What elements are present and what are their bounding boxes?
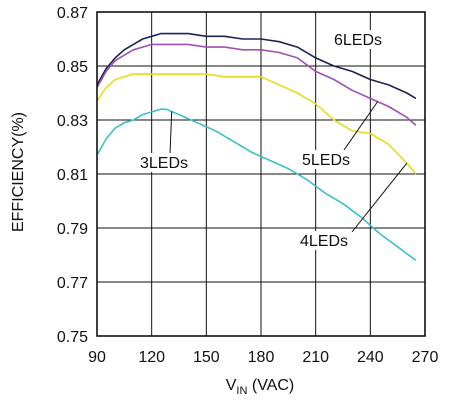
leader-4leds — [351, 162, 408, 233]
series-line-3leds — [96, 108, 417, 262]
series-label-bg-3leds — [138, 153, 191, 172]
y-tick-labels: 0.75 0.77 0.79 0.81 0.83 0.85 0.87 — [57, 5, 88, 346]
x-axis-title-subscript: IN — [236, 385, 247, 397]
x-tick-labels: 90 120 150 180 210 240 270 — [88, 349, 438, 366]
y-tick-label: 0.75 — [57, 329, 88, 346]
y-tick-label: 0.79 — [57, 221, 88, 238]
x-tick-label: 240 — [357, 349, 384, 366]
series-label-bg-4leds — [298, 231, 351, 250]
series-labels: 6LEDs 5LEDs 4LEDs 3LEDs — [138, 30, 385, 250]
x-axis-title: VIN (VAC) — [226, 377, 294, 397]
x-tick-label: 270 — [412, 349, 439, 366]
series-lines — [96, 32, 417, 262]
y-tick-label: 0.87 — [57, 5, 88, 22]
series-line-4leds — [96, 73, 417, 175]
x-axis-title-main: V — [226, 377, 237, 394]
series-line-5leds — [96, 43, 417, 126]
plot-frame — [96, 11, 426, 337]
label-leaders — [169, 101, 408, 233]
series-line-6leds — [96, 32, 417, 100]
y-axis-title: EFFICIENCY(%) — [10, 112, 27, 232]
grid — [96, 11, 426, 337]
x-tick-label: 90 — [88, 349, 106, 366]
x-tick-label: 120 — [138, 349, 165, 366]
series-label-bg-6leds — [332, 30, 385, 49]
x-tick-label: 150 — [193, 349, 220, 366]
y-tick-label: 0.85 — [57, 59, 88, 76]
series-label-4leds: 4LEDs — [300, 233, 348, 250]
leader-5leds — [343, 101, 379, 151]
series-label-6leds: 6LEDs — [334, 32, 382, 49]
y-tick-label: 0.81 — [57, 167, 88, 184]
y-tick-label: 0.83 — [57, 113, 88, 130]
series-label-3leds: 3LEDs — [140, 155, 188, 172]
leader-3leds — [169, 111, 173, 155]
x-tick-label: 210 — [302, 349, 329, 366]
x-axis-title-units: (VAC) — [247, 377, 294, 394]
y-tick-label: 0.77 — [57, 275, 88, 292]
x-tick-label: 180 — [248, 349, 275, 366]
series-label-bg-5leds — [300, 150, 353, 169]
series-label-5leds: 5LEDs — [302, 152, 350, 169]
